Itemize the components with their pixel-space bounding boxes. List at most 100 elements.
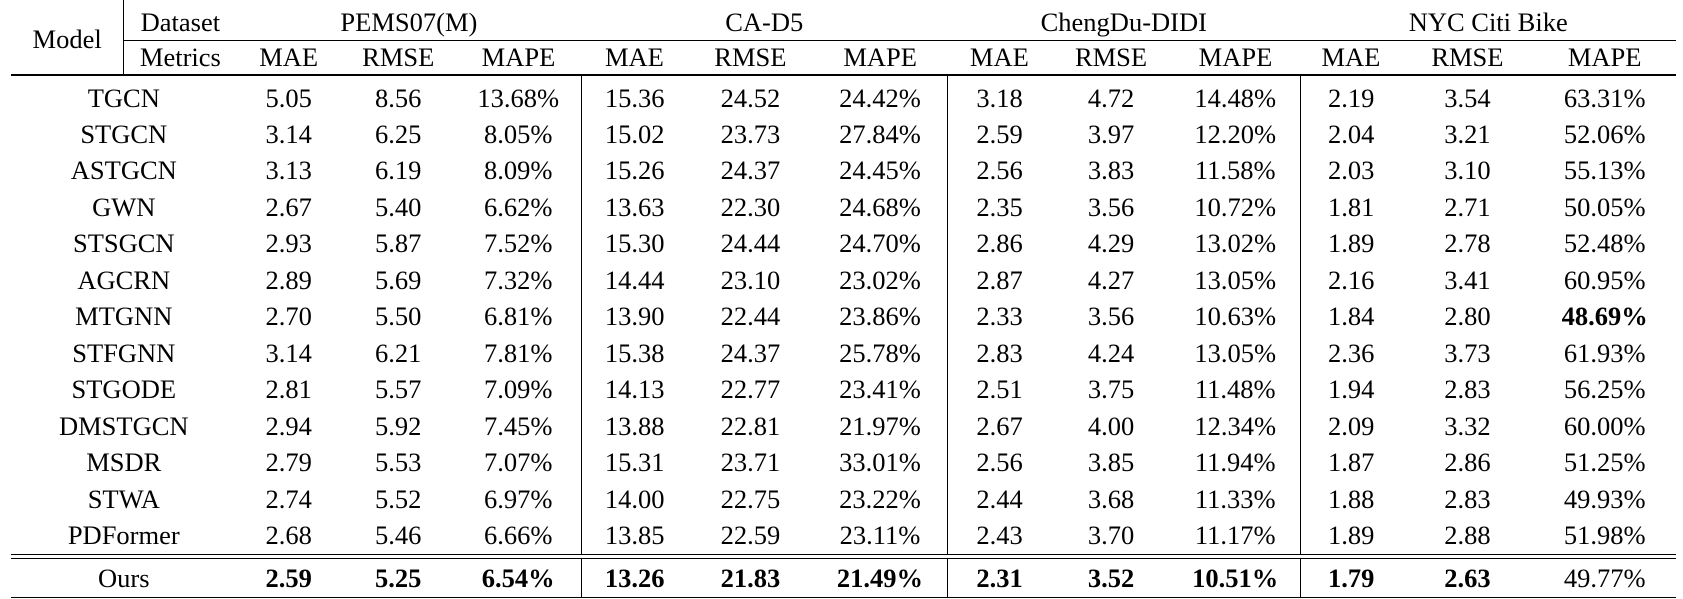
table-row: STGCN 3.14 6.25 8.05% 15.02 23.73 27.84% 2.59 3.… — [11, 116, 1676, 153]
value-cell: 10.51% — [1170, 558, 1301, 598]
value-cell: 10.72% — [1194, 191, 1277, 222]
value-cell: 22.30 — [720, 191, 781, 222]
value-cell: 1.89 — [1299, 517, 1402, 555]
value-cell: 23.22% — [839, 483, 921, 514]
value-cell: 5.25 — [340, 558, 456, 598]
model-name-cell: STSGCN — [72, 228, 175, 259]
metric-header: RMSE — [340, 40, 456, 76]
model-name-cell: MTGNN — [75, 301, 173, 332]
table-row: STWA 2.74 5.52 6.97% 14.00 22.75 23.22% 2.44 3.6… — [11, 481, 1676, 518]
value-cell: 2.74 — [265, 483, 312, 514]
value-cell: 2.83 — [1444, 483, 1491, 514]
separator-cell — [11, 554, 1676, 559]
value-cell: 11.58% — [1194, 155, 1276, 186]
value-cell: 5.05 — [265, 82, 312, 113]
value-cell: 2.56 — [946, 444, 1052, 481]
value-cell: 5.69 — [375, 264, 422, 295]
value-cell: 22.81 — [720, 410, 781, 441]
table-row: DMSTGCN 2.94 5.92 7.45% 13.88 22.81 21.97% 2.67… — [11, 408, 1676, 445]
value-cell: 3.56 — [1087, 191, 1135, 222]
model-name-cell: AGCRN — [77, 264, 171, 295]
value-cell: 2.88 — [1401, 517, 1534, 555]
value-cell: 2.79 — [265, 447, 312, 478]
value-cell: 21.97% — [839, 410, 921, 441]
value-cell: 23.10 — [720, 264, 781, 295]
model-name-cell: MSDR — [86, 447, 162, 478]
dataset-label: Dataset — [123, 0, 237, 41]
model-name-cell: DMSTGCN — [58, 410, 189, 441]
table-row: MSDR 2.79 5.53 7.07% 15.31 23.71 33.01% 2.56 3.8… — [11, 444, 1676, 481]
metric-header: RMSE — [1051, 40, 1171, 76]
metric-header: RMSE — [1401, 40, 1534, 76]
value-cell: 25.78% — [839, 337, 921, 368]
value-cell: 1.88 — [1299, 481, 1402, 518]
table-row: ASTGCN 3.13 6.19 8.09% 15.26 24.37 24.45% 2.56 3… — [11, 152, 1676, 189]
value-cell: 3.52 — [1051, 558, 1171, 598]
dataset-header-ca-d5: CA-D5 — [581, 0, 948, 41]
value-cell: 2.94 — [265, 410, 312, 441]
dataset-header-pems07m: PEMS07(M) — [236, 0, 582, 41]
value-cell: 2.43 — [946, 517, 1052, 555]
value-cell: 15.36 — [580, 75, 688, 116]
value-cell: 61.93% — [1563, 337, 1646, 368]
value-cell: 24.37 — [720, 155, 781, 186]
table-row: PDFormer 2.68 5.46 6.66% 13.85 22.59 23.11% 2.4… — [11, 517, 1676, 555]
value-cell: 7.52% — [483, 228, 553, 259]
value-cell: 13.90 — [580, 298, 688, 335]
header-row-metrics: Metrics MAE RMSE MAPE MAE RMSE MAPE MAE … — [11, 40, 1676, 76]
value-cell: 2.33 — [946, 298, 1052, 335]
ours-row: Ours 2.59 5.25 6.54% 13.26 21.83 21.49% 2.31 3.5… — [11, 558, 1676, 598]
value-cell: 4.00 — [1087, 410, 1135, 441]
value-cell: 7.81% — [483, 337, 553, 368]
results-table: Model Dataset PEMS07(M) CA-D5 ChengDu-DI… — [11, 0, 1676, 598]
model-name-cell: TGCN — [87, 82, 160, 113]
value-cell: 4.27 — [1087, 264, 1135, 295]
value-cell: 2.83 — [946, 335, 1052, 372]
value-cell: 2.59 — [946, 116, 1052, 153]
value-cell: 14.00 — [580, 481, 688, 518]
value-cell: 6.54% — [455, 558, 582, 598]
value-cell: 3.13 — [265, 155, 312, 186]
metric-header: MAE — [947, 40, 1052, 76]
value-cell: 5.40 — [375, 191, 422, 222]
value-cell: 3.32 — [1444, 410, 1491, 441]
value-cell: 8.09% — [483, 155, 553, 186]
value-cell: 6.97% — [483, 483, 553, 514]
value-cell: 2.63 — [1401, 558, 1534, 598]
value-cell: 2.68 — [236, 517, 341, 555]
value-cell: 3.18 — [946, 75, 1052, 116]
value-cell: 15.38 — [580, 335, 688, 372]
value-cell: 21.83 — [687, 558, 814, 598]
value-cell: 22.75 — [720, 483, 781, 514]
value-cell: 3.70 — [1051, 517, 1171, 555]
value-cell: 24.42% — [839, 82, 921, 113]
table-row: TGCN 5.05 8.56 13.68% 15.36 24.52 24.42% 3.18 4.… — [11, 75, 1676, 116]
value-cell: 6.25 — [375, 118, 422, 149]
metric-header: MAPE — [455, 40, 582, 76]
value-cell: 2.19 — [1299, 75, 1402, 116]
value-cell: 24.70% — [839, 228, 921, 259]
metric-header: MAE — [1300, 40, 1402, 76]
value-cell: 5.92 — [375, 410, 422, 441]
value-cell: 1.84 — [1299, 298, 1402, 335]
value-cell: 5.50 — [375, 301, 422, 332]
value-cell: 11.17% — [1170, 517, 1301, 555]
model-name-cell: STFGNN — [72, 337, 176, 368]
value-cell: 13.85 — [580, 517, 688, 555]
value-cell: 7.09% — [483, 374, 553, 405]
value-cell: 27.84% — [839, 118, 921, 149]
value-cell: 52.06% — [1563, 118, 1646, 149]
metric-header: RMSE — [687, 40, 814, 76]
value-cell: 13.05% — [1194, 337, 1277, 368]
metric-header: MAE — [236, 40, 341, 76]
value-cell: 2.09 — [1299, 408, 1402, 445]
value-cell: 15.30 — [580, 225, 688, 262]
model-column-header: Model — [11, 0, 124, 76]
metric-header: MAPE — [813, 40, 948, 76]
dataset-header-chengdu-didi: ChengDu-DIDI — [947, 0, 1301, 41]
table-row: STSGCN 2.93 5.87 7.52% 15.30 24.44 24.70% 2.86 4… — [11, 225, 1676, 262]
value-cell: 2.93 — [265, 228, 312, 259]
value-cell: 11.94% — [1194, 447, 1276, 478]
value-cell: 11.48% — [1194, 374, 1276, 405]
value-cell: 60.95% — [1563, 264, 1646, 295]
